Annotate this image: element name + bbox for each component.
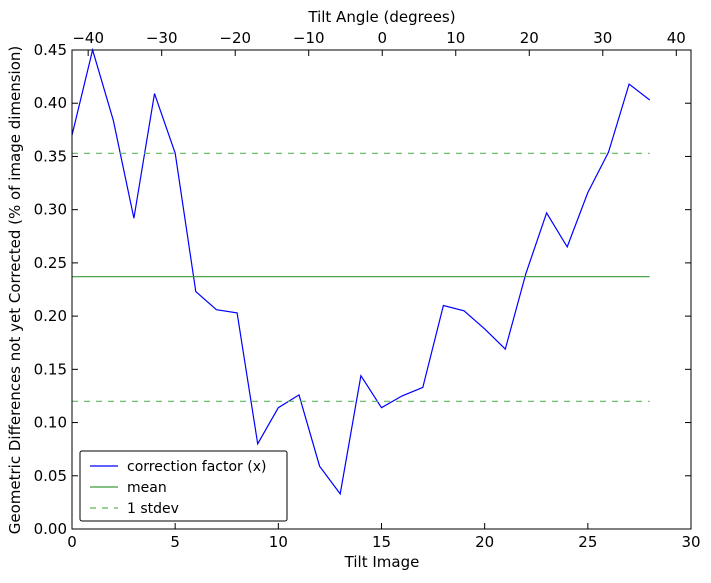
y-tick-label: 0.10 xyxy=(34,414,67,432)
y-tick-label: 0.05 xyxy=(34,467,67,485)
top-x-tick-label: 40 xyxy=(667,29,686,47)
top-x-tick-label: 0 xyxy=(377,29,387,47)
y-tick-label: 0.20 xyxy=(34,307,67,325)
x-tick-label: 15 xyxy=(372,533,391,551)
plot-lines xyxy=(71,47,651,496)
axis-ticks: 0 5 10 15 20 25 30 0.00 0.05 0.10 0.15 0.20 0.25 0.30… xyxy=(34,29,701,551)
x-tick-label: 30 xyxy=(681,533,700,551)
legend: correction factor (x) mean 1 stdev xyxy=(79,450,288,522)
top-x-tick-label: 30 xyxy=(593,29,612,47)
legend-box xyxy=(79,450,288,522)
top-x-tick-label: 20 xyxy=(520,29,539,47)
x-tick-label: 25 xyxy=(578,533,597,551)
top-x-axis-label: Tilt Angle (degrees) xyxy=(307,8,455,26)
y-tick-label: 0.40 xyxy=(34,94,67,112)
y-tick-label: 0.45 xyxy=(34,41,67,59)
y-tick-label: 0.35 xyxy=(34,147,67,165)
y-tick-label: 0.15 xyxy=(34,360,67,378)
top-x-tick-label: −40 xyxy=(72,29,104,47)
top-x-tick-label: −10 xyxy=(293,29,325,47)
y-tick-label: 0.25 xyxy=(34,254,67,272)
legend-label: correction factor (x) xyxy=(127,459,266,475)
y-tick-label: 0.30 xyxy=(34,201,67,219)
x-axis-label: Tilt Image xyxy=(344,553,420,571)
top-x-tick-label: −20 xyxy=(219,29,251,47)
x-tick-label: 0 xyxy=(67,533,77,551)
x-tick-label: 10 xyxy=(269,533,288,551)
x-tick-label: 5 xyxy=(170,533,180,551)
x-tick-label: 20 xyxy=(475,533,494,551)
top-x-tick-label: −30 xyxy=(146,29,178,47)
y-axis-label: Geometric Differences not yet Corrected … xyxy=(6,46,24,535)
series-line-0 xyxy=(71,47,651,496)
top-x-tick-label: 10 xyxy=(446,29,465,47)
legend-label: mean xyxy=(127,480,167,496)
legend-label: 1 stdev xyxy=(127,501,179,517)
y-tick-label: 0.00 xyxy=(34,520,67,538)
